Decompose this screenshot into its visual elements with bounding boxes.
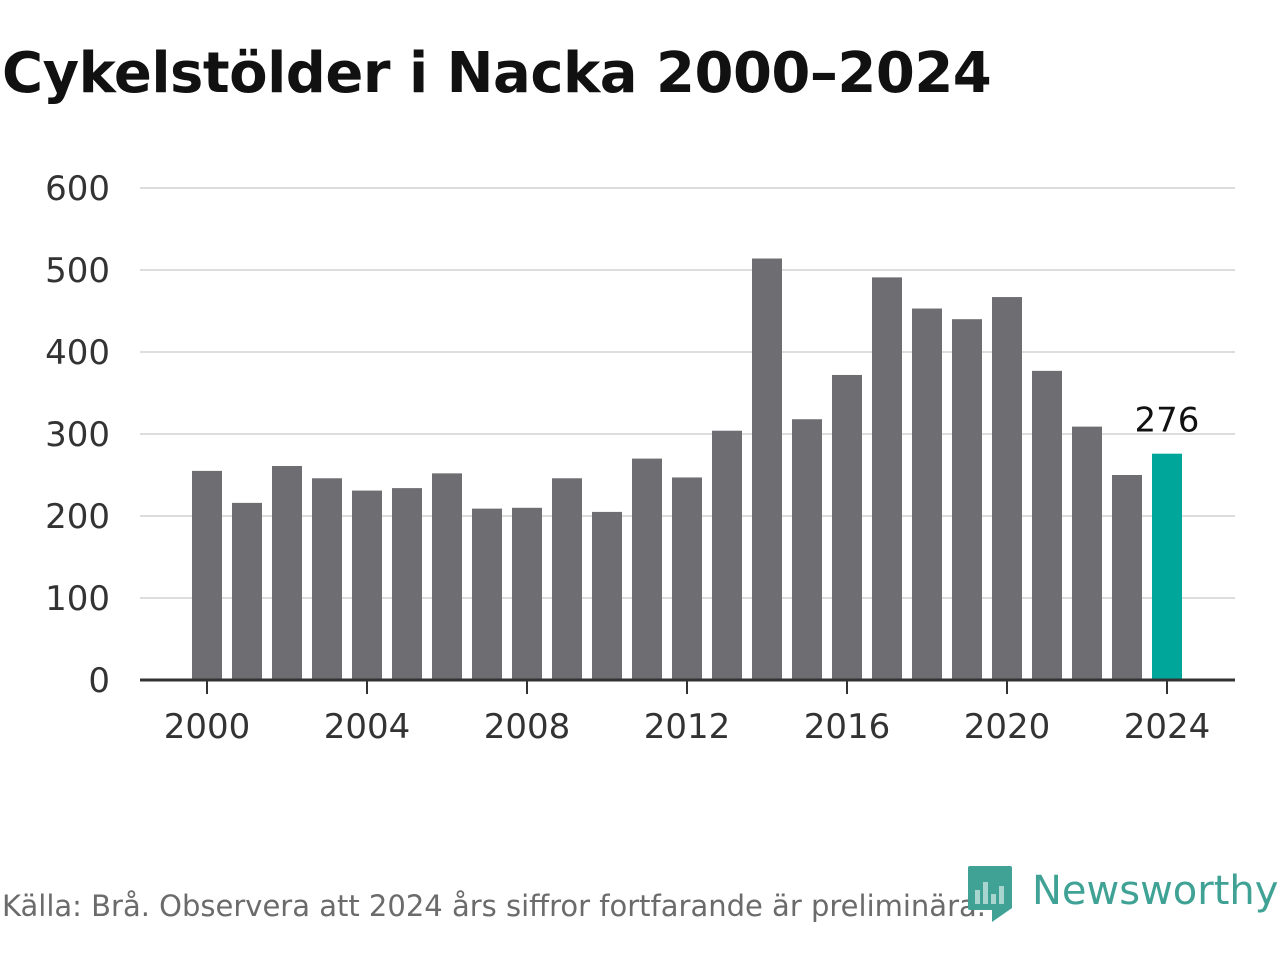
- bar-2024: [1152, 453, 1182, 680]
- bar-2020: [992, 297, 1022, 680]
- bar-2006: [432, 473, 462, 680]
- bar-2015: [792, 419, 822, 680]
- y-tick-label: 200: [45, 497, 110, 537]
- y-tick-label: 400: [45, 333, 110, 373]
- bar-2019: [952, 319, 982, 680]
- x-axis-ticks: 2000 2004 2008 2012 2016 2020 2024: [164, 680, 1211, 747]
- bar-2013: [712, 430, 742, 680]
- x-tick-label: 2024: [1124, 707, 1211, 747]
- bar-2012: [672, 477, 702, 680]
- bar-2016: [832, 374, 862, 680]
- x-tick-label: 2004: [324, 707, 411, 747]
- bar-2018: [912, 308, 942, 680]
- data-label-2024: 276: [1135, 401, 1200, 441]
- bar-2004: [352, 490, 382, 680]
- bar-2007: [472, 508, 502, 680]
- x-tick-label: 2008: [484, 707, 571, 747]
- bar-2022: [1072, 426, 1102, 680]
- y-tick-label: 600: [45, 169, 110, 209]
- bar-chart-badge-icon: [968, 866, 1012, 922]
- bar-2000: [192, 470, 222, 680]
- bar-2011: [632, 458, 662, 680]
- bar-2003: [312, 478, 342, 680]
- y-tick-label: 500: [45, 251, 110, 291]
- brand-name: Newsworthy: [1032, 868, 1279, 914]
- bar-2005: [392, 488, 422, 680]
- bar-2021: [1032, 370, 1062, 680]
- x-tick-label: 2016: [804, 707, 891, 747]
- bar-2014: [752, 258, 782, 680]
- x-tick-label: 2000: [164, 707, 251, 747]
- newsworthy-logo[interactable]: Newsworthy: [966, 864, 1278, 924]
- bar-2010: [592, 511, 622, 680]
- bar-2008: [512, 507, 542, 680]
- bar-2001: [232, 502, 262, 680]
- y-axis-ticks: 0 100 200 300 400 500 600: [45, 169, 110, 701]
- y-tick-label: 300: [45, 415, 110, 455]
- bar-2009: [552, 478, 582, 680]
- bar-2002: [272, 465, 302, 680]
- data-labels: 276: [1135, 401, 1200, 441]
- y-tick-label: 0: [88, 661, 110, 701]
- y-tick-label: 100: [45, 579, 110, 619]
- chart-title: Cykelstölder i Nacka 2000–2024: [2, 41, 992, 106]
- bar-2023: [1112, 475, 1142, 680]
- x-tick-label: 2012: [644, 707, 731, 747]
- source-note: Källa: Brå. Observera att 2024 års siffr…: [2, 889, 986, 923]
- bars: [192, 258, 1182, 680]
- bar-2017: [872, 277, 902, 680]
- x-tick-label: 2020: [964, 707, 1051, 747]
